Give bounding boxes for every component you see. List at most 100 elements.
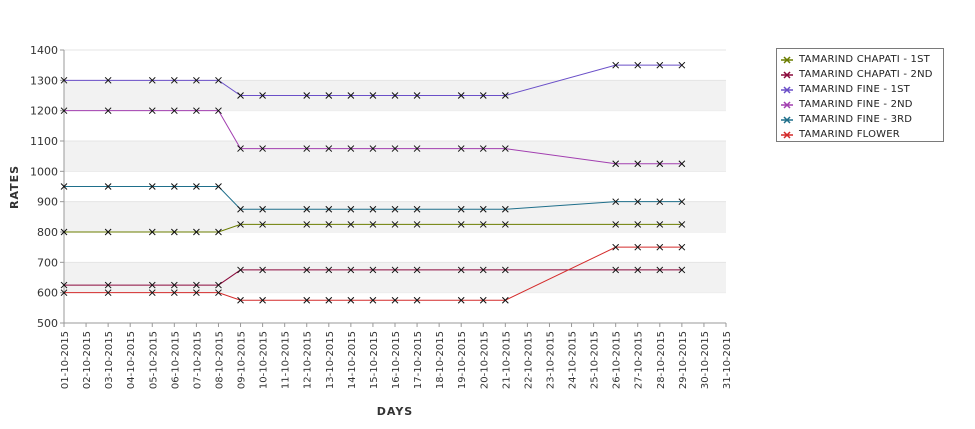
data-point — [413, 221, 421, 228]
data-point — [237, 92, 244, 99]
data-point — [259, 145, 266, 152]
x-tick-label: 23-10-2015 — [545, 331, 556, 389]
x-tick-label: 25-10-2015 — [590, 331, 601, 389]
legend-label: TAMARIND FLOWER — [799, 129, 900, 140]
data-point — [369, 92, 377, 99]
data-point — [479, 145, 487, 152]
data-point — [325, 221, 333, 228]
data-point — [104, 183, 112, 190]
legend-label: TAMARIND FINE - 3RD — [799, 114, 913, 125]
y-axis-label: RATES — [8, 165, 21, 209]
x-tick-label: 18-10-2015 — [435, 331, 446, 389]
data-point — [193, 289, 200, 297]
x-tick-label: 28-10-2015 — [656, 331, 667, 389]
y-tick-label: 500 — [37, 317, 58, 330]
data-point — [479, 266, 487, 274]
legend-marker — [781, 115, 793, 124]
data-point — [391, 266, 399, 274]
data-point — [347, 145, 355, 152]
data-point — [259, 221, 266, 228]
x-tick-label: 15-10-2015 — [369, 331, 380, 389]
y-tick-label: 600 — [37, 287, 58, 300]
data-point — [391, 296, 399, 304]
legend-item: TAMARIND FINE - 1ST — [781, 82, 939, 97]
data-point — [104, 76, 112, 84]
data-point — [325, 92, 333, 99]
x-tick-label: 22-10-2015 — [523, 331, 534, 389]
data-point — [170, 107, 178, 115]
data-point — [656, 160, 664, 168]
data-point — [457, 205, 465, 213]
data-point — [612, 160, 620, 168]
data-point — [501, 205, 509, 213]
data-point — [347, 92, 355, 99]
x-tick-label: 11-10-2015 — [281, 331, 292, 389]
data-point — [678, 243, 686, 251]
data-point — [391, 205, 399, 213]
y-tick-label: 1200 — [30, 105, 58, 118]
x-tick-label: 31-10-2015 — [722, 331, 733, 389]
data-point — [678, 266, 686, 274]
data-point — [104, 228, 112, 236]
data-point — [369, 266, 377, 274]
data-point — [259, 266, 266, 274]
data-point — [170, 183, 178, 190]
data-point — [634, 243, 642, 251]
legend-marker — [781, 55, 793, 64]
data-point — [237, 145, 244, 152]
legend-label: TAMARIND CHAPATI - 1ST — [799, 54, 930, 65]
x-tick-label: 20-10-2015 — [479, 331, 490, 389]
legend: TAMARIND CHAPATI - 1ST TAMARIND CHAPATI -… — [776, 48, 944, 142]
x-tick-label: 09-10-2015 — [237, 331, 248, 389]
data-point — [237, 221, 244, 228]
data-point — [215, 76, 222, 84]
data-point — [148, 76, 156, 84]
data-point — [634, 198, 642, 206]
grid-band — [64, 141, 726, 172]
data-point — [170, 76, 178, 84]
data-point — [215, 289, 222, 297]
data-point — [60, 281, 68, 289]
x-tick-label: 13-10-2015 — [325, 331, 336, 389]
data-point — [479, 92, 487, 99]
data-point — [215, 228, 222, 236]
data-point — [237, 205, 244, 213]
x-tick-label: 01-10-2015 — [60, 331, 71, 389]
data-point — [413, 266, 421, 274]
data-point — [413, 92, 421, 99]
data-point — [259, 205, 266, 213]
data-point — [193, 183, 200, 190]
data-point — [60, 183, 68, 190]
data-point — [259, 92, 266, 99]
legend-item: TAMARIND CHAPATI - 2ND — [781, 67, 939, 82]
data-point — [325, 266, 333, 274]
data-point — [479, 205, 487, 213]
data-point — [656, 243, 664, 251]
data-point — [479, 221, 487, 228]
data-point — [479, 296, 487, 304]
y-tick-label: 1000 — [30, 165, 58, 178]
data-point — [170, 228, 178, 236]
data-point — [678, 61, 686, 69]
data-point — [193, 107, 200, 115]
data-point — [215, 107, 222, 115]
legend-item: TAMARIND FINE - 2ND — [781, 97, 939, 112]
data-point — [303, 266, 311, 274]
data-point — [457, 296, 465, 304]
data-point — [303, 296, 311, 304]
x-tick-label: 04-10-2015 — [126, 331, 137, 389]
data-point — [501, 266, 509, 274]
x-tick-label: 30-10-2015 — [700, 331, 711, 389]
data-point — [656, 221, 664, 228]
legend-marker — [781, 85, 793, 94]
data-point — [193, 281, 200, 289]
data-point — [193, 76, 200, 84]
data-point — [369, 296, 377, 304]
legend-marker — [781, 70, 793, 79]
data-point — [104, 289, 112, 297]
data-point — [612, 243, 620, 251]
data-point — [303, 145, 311, 152]
x-axis-label: DAYS — [377, 405, 413, 418]
x-tick-label: 05-10-2015 — [148, 331, 159, 389]
x-tick-label: 29-10-2015 — [678, 331, 689, 389]
